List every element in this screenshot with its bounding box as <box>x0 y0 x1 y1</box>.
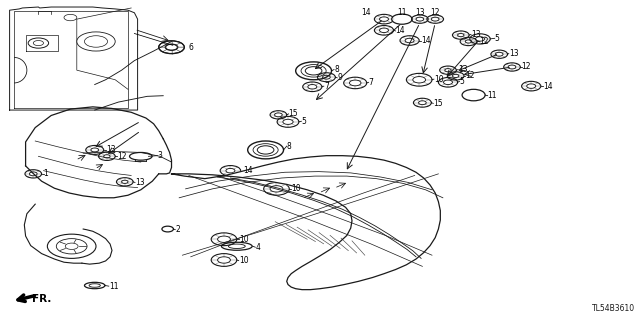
Text: 12: 12 <box>117 152 127 161</box>
Text: 14: 14 <box>361 8 371 17</box>
Text: 14: 14 <box>543 82 552 91</box>
Text: 13: 13 <box>471 30 481 39</box>
Text: 3: 3 <box>157 151 163 160</box>
Polygon shape <box>172 156 440 290</box>
Text: 14: 14 <box>396 26 405 35</box>
Text: 5: 5 <box>460 77 465 86</box>
Text: 5: 5 <box>301 117 307 126</box>
Text: 5: 5 <box>495 34 500 43</box>
Circle shape <box>392 14 412 24</box>
Circle shape <box>305 67 322 75</box>
Text: 8: 8 <box>334 65 339 74</box>
Circle shape <box>28 38 49 48</box>
Text: 15: 15 <box>433 99 443 108</box>
Text: 11: 11 <box>109 282 118 291</box>
Text: 11: 11 <box>488 91 497 100</box>
Text: TL54B3610: TL54B3610 <box>592 304 635 313</box>
Text: 6: 6 <box>188 43 193 52</box>
Polygon shape <box>10 7 138 110</box>
Text: 14: 14 <box>243 166 253 175</box>
Text: 7: 7 <box>369 78 374 87</box>
Text: 11: 11 <box>397 8 406 17</box>
Text: 4: 4 <box>255 243 260 252</box>
Text: 13: 13 <box>135 178 145 187</box>
Text: 10: 10 <box>239 235 248 244</box>
Text: 8: 8 <box>287 142 291 151</box>
Text: 13: 13 <box>106 145 116 154</box>
Text: 15: 15 <box>289 109 298 118</box>
Text: 1: 1 <box>44 169 48 178</box>
Text: FR.: FR. <box>32 294 51 304</box>
Text: 10: 10 <box>434 75 444 84</box>
Text: 10: 10 <box>291 184 301 193</box>
Circle shape <box>257 146 274 154</box>
Text: 2: 2 <box>175 225 180 234</box>
Text: 14: 14 <box>421 36 431 45</box>
Text: 10: 10 <box>239 256 248 265</box>
Circle shape <box>462 89 485 101</box>
Text: 13: 13 <box>415 8 425 17</box>
Text: 13: 13 <box>509 49 518 58</box>
Text: 12: 12 <box>479 37 488 46</box>
Text: 12: 12 <box>431 8 440 17</box>
Text: 12: 12 <box>465 71 475 80</box>
Circle shape <box>47 234 96 258</box>
Text: 7: 7 <box>324 82 329 91</box>
Circle shape <box>64 14 77 21</box>
Circle shape <box>162 226 173 232</box>
Text: 12: 12 <box>522 63 531 71</box>
Circle shape <box>77 32 115 51</box>
Text: 13: 13 <box>458 65 468 74</box>
Text: 9: 9 <box>337 73 342 82</box>
